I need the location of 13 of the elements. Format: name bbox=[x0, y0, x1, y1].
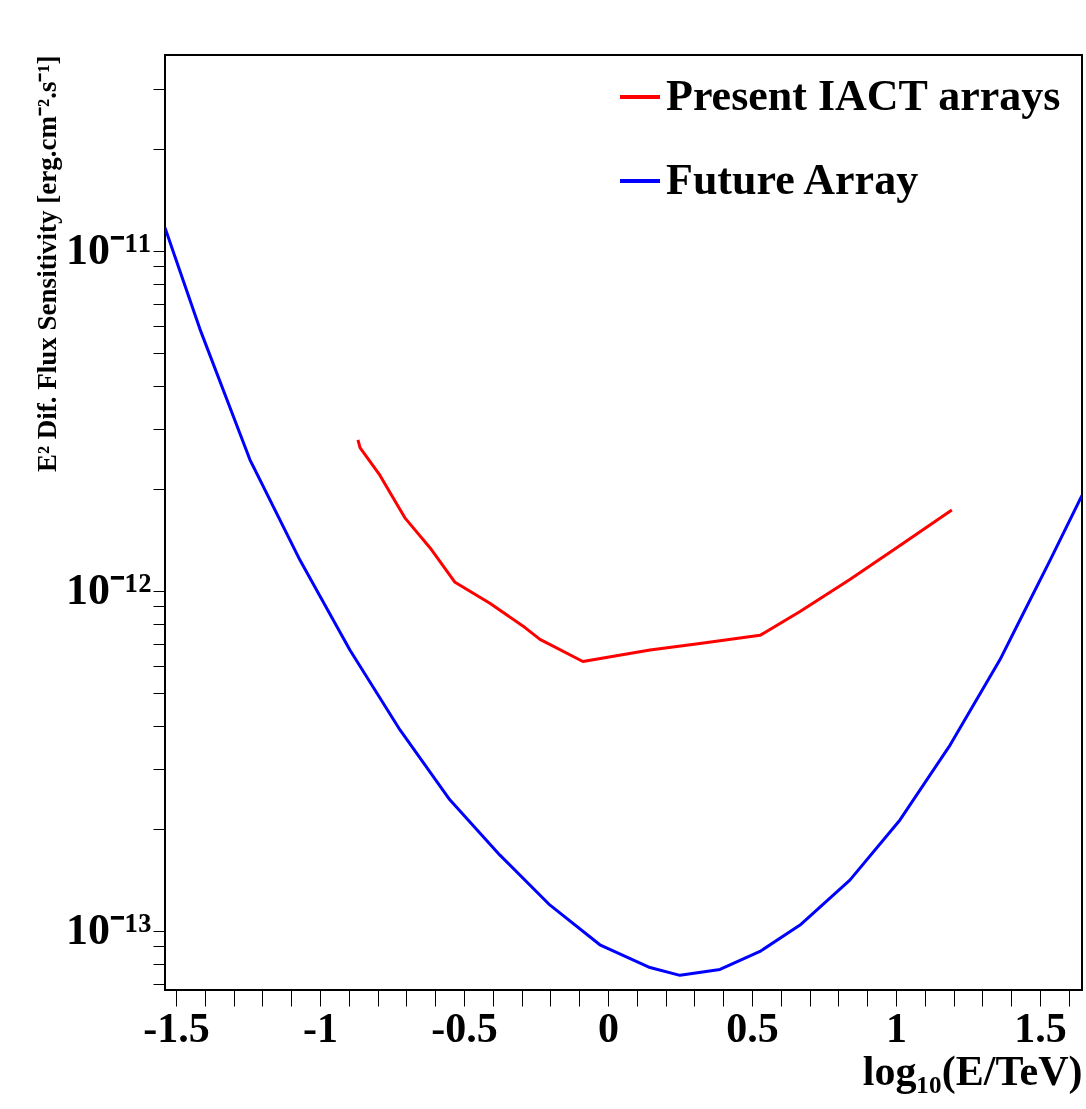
x-tick-label: 0.5 bbox=[726, 1004, 779, 1051]
line-series bbox=[356, 438, 954, 663]
x-tick-label: 0 bbox=[597, 1004, 619, 1051]
x-tick-label: -1 bbox=[302, 1004, 338, 1051]
y-tick-label: 10⁻¹¹ bbox=[66, 225, 152, 275]
legend-label: Future Array bbox=[666, 155, 919, 204]
y-tick-label: 10⁻¹³ bbox=[66, 905, 152, 955]
x-tick-label: -0.5 bbox=[431, 1004, 498, 1051]
y-tick-label: 10⁻¹² bbox=[66, 565, 152, 615]
line-series bbox=[165, 226, 1082, 977]
legend-label: Present IACT arrays bbox=[666, 71, 1061, 120]
y-axis-title: E² Dif. Flux Sensitivity [erg.cm⁻².s⁻¹] bbox=[32, 55, 63, 472]
x-tick-label: -1.5 bbox=[143, 1004, 210, 1051]
